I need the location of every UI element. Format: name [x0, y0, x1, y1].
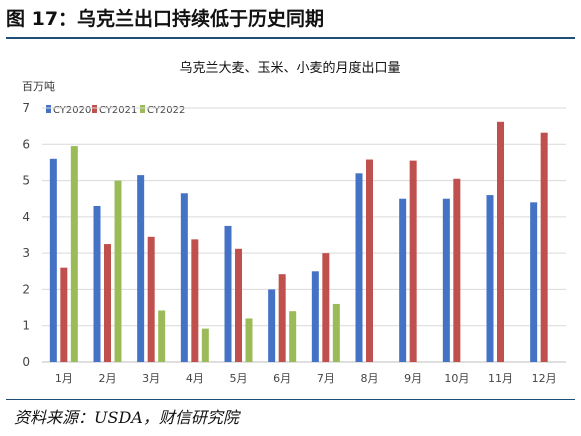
y-tick-label-3: 3	[22, 246, 30, 260]
bar-cy2021-7	[322, 253, 330, 362]
x-tick-label-8: 8月	[361, 372, 379, 385]
y-tick-label-1: 1	[22, 319, 30, 333]
y-tick-label-2: 2	[22, 282, 30, 296]
x-tick-label-2: 2月	[99, 372, 117, 385]
bars	[49, 121, 548, 362]
x-tick-label-7: 7月	[317, 372, 335, 385]
bar-cy2021-4	[191, 239, 199, 362]
bar-cy2021-5	[235, 248, 242, 362]
y-tick-label-4: 4	[22, 210, 30, 224]
bar-cy2020-10	[442, 198, 450, 362]
legend-swatch-cy2020	[46, 105, 51, 113]
bar-cy2021-9	[409, 160, 417, 362]
bar-cy2021-6	[278, 274, 286, 362]
bar-cy2020-8	[355, 173, 363, 362]
bar-cy2021-11	[497, 121, 504, 362]
bar-cy2020-11	[486, 195, 494, 362]
title-rule	[6, 37, 575, 39]
bar-cy2020-3	[137, 175, 145, 362]
legend-swatch-cy2021	[92, 105, 97, 113]
y-tick-label-5: 5	[22, 174, 30, 188]
bar-cy2020-2	[93, 205, 101, 362]
bar-chart: 乌克兰大麦、玉米、小麦的月度出口量 百万吨 CY2020 CY2021 CY2022…	[22, 60, 566, 385]
x-tick-label-3: 3月	[142, 372, 160, 385]
bar-cy2022-2	[114, 180, 122, 362]
legend-label-cy2022: CY2022	[147, 105, 185, 116]
bar-cy2020-7	[311, 271, 319, 362]
x-tick-label-9: 9月	[404, 372, 422, 385]
bar-cy2022-5	[245, 318, 253, 362]
bar-cy2020-5	[224, 225, 232, 362]
bar-cy2020-1	[49, 158, 57, 362]
gridlines	[42, 107, 566, 363]
legend-swatch-cy2022	[140, 105, 145, 113]
legend: CY2020 CY2021 CY2022	[46, 105, 185, 116]
y-tick-label-6: 6	[22, 137, 30, 151]
x-tick-label-4: 4月	[186, 372, 204, 385]
bar-cy2022-4	[201, 328, 209, 362]
legend-label-cy2021: CY2021	[99, 105, 137, 116]
bar-cy2021-12	[540, 132, 548, 362]
figure-title: 图 17：乌克兰出口持续低于历史同期	[6, 8, 325, 30]
x-tick-label-6: 6月	[273, 372, 291, 385]
y-axis-unit: 百万吨	[22, 80, 55, 93]
legend-label-cy2020: CY2020	[53, 105, 91, 116]
x-tick-label-12: 12月	[532, 372, 557, 385]
bar-cy2020-12	[530, 202, 538, 362]
y-axis-ticks: 0 1 2 3 4 5 6 7	[22, 101, 30, 369]
source-note: 资料来源：USDA，财信研究院	[14, 408, 239, 427]
bar-cy2021-2	[104, 244, 111, 362]
bar-cy2020-6	[268, 289, 276, 362]
bar-cy2022-7	[332, 303, 340, 362]
bar-cy2021-1	[60, 267, 68, 362]
bar-cy2022-6	[289, 311, 297, 362]
bar-cy2020-4	[180, 193, 188, 362]
bar-cy2021-8	[366, 159, 373, 362]
x-tick-label-11: 11月	[488, 372, 513, 385]
bar-cy2021-3	[147, 236, 155, 362]
x-tick-label-5: 5月	[230, 372, 248, 385]
source-rule	[6, 399, 575, 400]
y-tick-label-0: 0	[22, 355, 30, 369]
x-tick-label-1: 1月	[55, 372, 73, 385]
bar-cy2021-10	[453, 178, 461, 362]
x-tick-label-10: 10月	[444, 372, 469, 385]
bar-cy2022-1	[70, 146, 78, 362]
chart-title: 乌克兰大麦、玉米、小麦的月度出口量	[179, 60, 400, 76]
y-tick-label-7: 7	[22, 101, 30, 115]
x-axis-ticks: 1月 2月 3月 4月 5月 6月 7月 8月 9月 10月 11月 12月	[55, 372, 557, 385]
bar-cy2020-9	[399, 198, 407, 362]
bar-cy2022-3	[158, 310, 166, 362]
